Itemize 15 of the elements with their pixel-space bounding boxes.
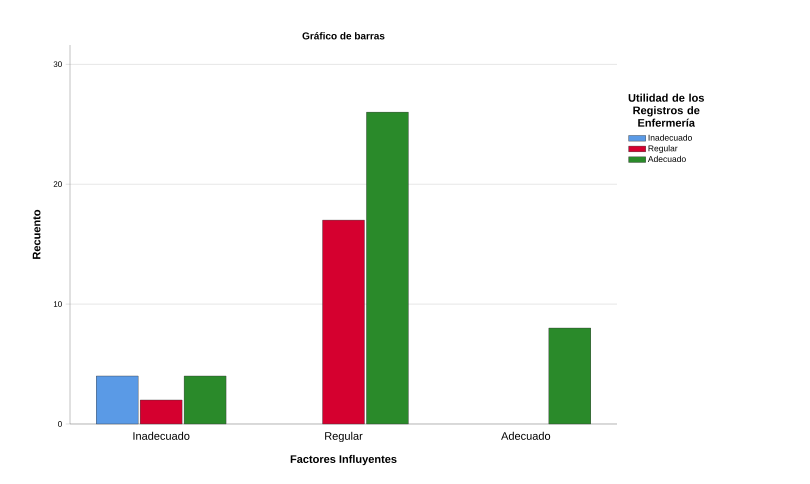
y-tick-label: 10	[54, 301, 62, 307]
y-axis-title: Recuento	[32, 210, 40, 259]
x-tick-label: Regular	[325, 432, 363, 442]
y-tick-label: 20	[54, 181, 62, 187]
legend-label: Inadecuado	[648, 134, 692, 141]
bar	[548, 328, 591, 424]
x-tick-label: Inadecuado	[133, 432, 190, 440]
legend-title: Utilidad de los Registros de Enfermería	[628, 94, 704, 127]
legend-label: Adecuado	[648, 156, 686, 162]
chart-title: Gráfico de barras	[302, 32, 384, 40]
x-tick-label: Adecuado	[501, 432, 550, 440]
x-axis-title: Factores Influyentes	[290, 454, 397, 466]
y-tick-label: 30	[54, 61, 62, 68]
y-tick-label: 0	[58, 421, 62, 427]
legend-label: Regular	[648, 145, 678, 154]
